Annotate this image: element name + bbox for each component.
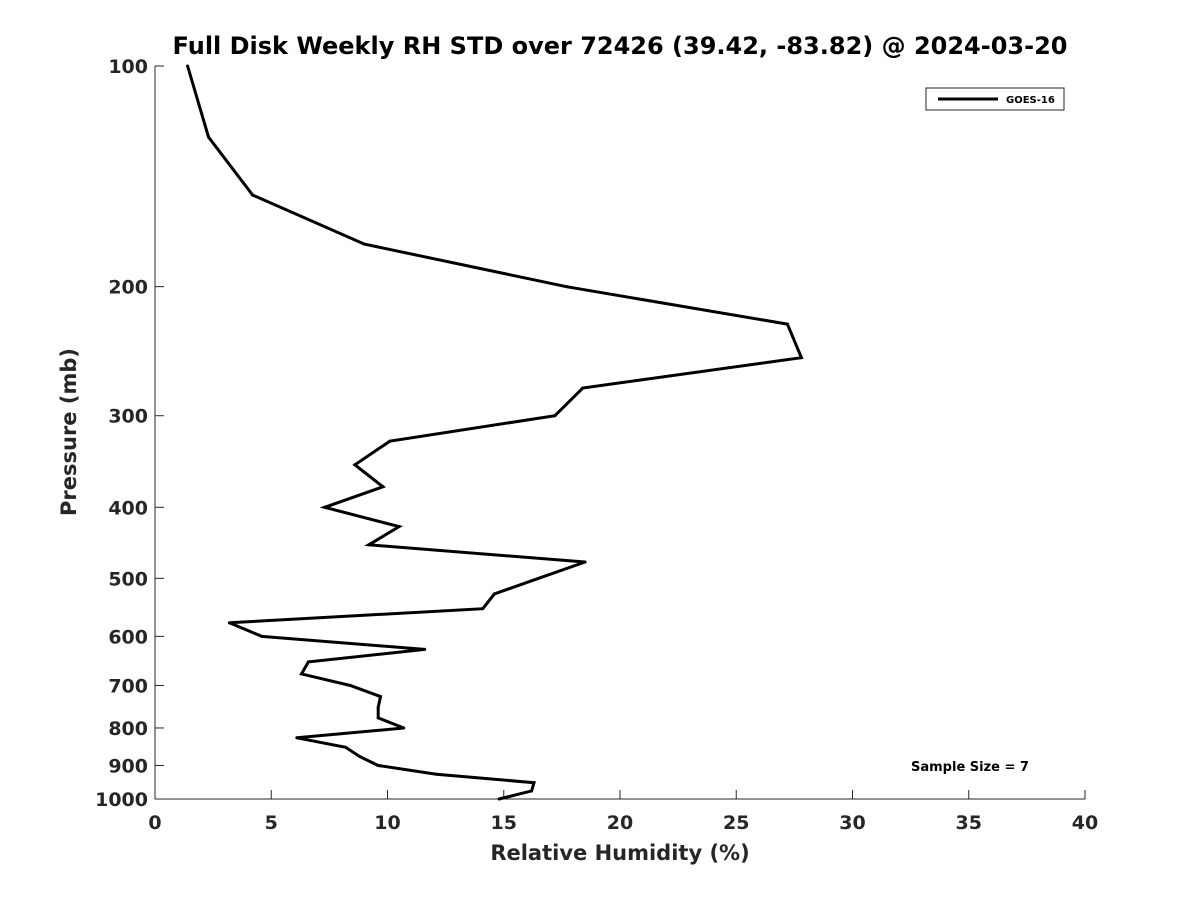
data-point xyxy=(306,660,310,664)
data-point xyxy=(206,135,210,139)
data-point xyxy=(295,736,299,740)
data-point xyxy=(376,716,380,720)
data-point xyxy=(785,322,789,326)
y-tick-label: 100 xyxy=(108,56,148,78)
chart-title: Full Disk Weekly RH STD over 72426 (39.4… xyxy=(173,32,1068,60)
series-layer xyxy=(186,64,804,801)
x-tick-label: 40 xyxy=(1072,812,1098,834)
data-point xyxy=(397,525,401,529)
data-point xyxy=(532,781,536,785)
data-point xyxy=(376,763,380,767)
y-tick-label: 400 xyxy=(108,497,148,519)
y-ticks: 100 200 300 400 500 600 700 800 900 1000 xyxy=(95,56,164,811)
data-point xyxy=(323,505,327,509)
y-axis-label: Pressure (mb) xyxy=(57,348,81,516)
data-point xyxy=(362,242,366,246)
x-ticks: 0 5 10 15 20 25 30 35 40 xyxy=(148,790,1098,834)
data-point xyxy=(251,193,255,197)
data-point xyxy=(481,607,485,611)
y-tick-label: 300 xyxy=(108,406,148,428)
data-point xyxy=(344,745,348,749)
data-point xyxy=(497,797,501,801)
x-tick-label: 25 xyxy=(723,812,749,834)
data-point xyxy=(260,634,264,638)
data-point xyxy=(353,463,357,467)
data-point xyxy=(376,705,380,709)
y-tick-label: 500 xyxy=(108,568,148,590)
x-tick-label: 0 xyxy=(148,812,161,834)
data-point xyxy=(583,560,587,564)
data-point xyxy=(227,621,231,625)
data-point xyxy=(492,592,496,596)
y-tick-label: 600 xyxy=(108,626,148,648)
x-tick-label: 35 xyxy=(956,812,982,834)
y-tick-label: 700 xyxy=(108,675,148,697)
data-point xyxy=(434,772,438,776)
data-point xyxy=(186,64,190,68)
x-tick-label: 15 xyxy=(491,812,517,834)
data-point xyxy=(537,576,541,580)
data-point xyxy=(581,386,585,390)
y-tick-label: 1000 xyxy=(95,789,148,811)
data-point xyxy=(402,726,406,730)
legend-label-goes-16: GOES-16 xyxy=(1006,95,1055,106)
y-tick-label: 200 xyxy=(108,277,148,299)
data-point xyxy=(423,647,427,651)
data-point xyxy=(530,789,534,793)
y-tick-label: 900 xyxy=(108,755,148,777)
x-tick-label: 20 xyxy=(607,812,633,834)
x-tick-label: 5 xyxy=(265,812,278,834)
x-tick-label: 10 xyxy=(374,812,400,834)
data-point xyxy=(299,672,303,676)
data-point xyxy=(348,683,352,687)
x-axis-label: Relative Humidity (%) xyxy=(490,841,749,865)
data-point xyxy=(553,414,557,418)
data-point xyxy=(799,356,803,360)
data-point xyxy=(379,695,383,699)
data-point xyxy=(367,543,371,547)
data-point xyxy=(358,754,362,758)
sample-size-annotation: Sample Size = 7 xyxy=(911,760,1029,775)
data-point xyxy=(388,439,392,443)
data-point xyxy=(565,285,569,289)
x-tick-label: 30 xyxy=(839,812,865,834)
y-tick-label: 800 xyxy=(108,718,148,740)
legend: GOES-16 xyxy=(925,87,1065,111)
data-point xyxy=(381,485,385,489)
plot-area: 0 5 10 15 20 25 30 35 40 100 200 300 400 500 600 700 80… xyxy=(95,56,1098,834)
